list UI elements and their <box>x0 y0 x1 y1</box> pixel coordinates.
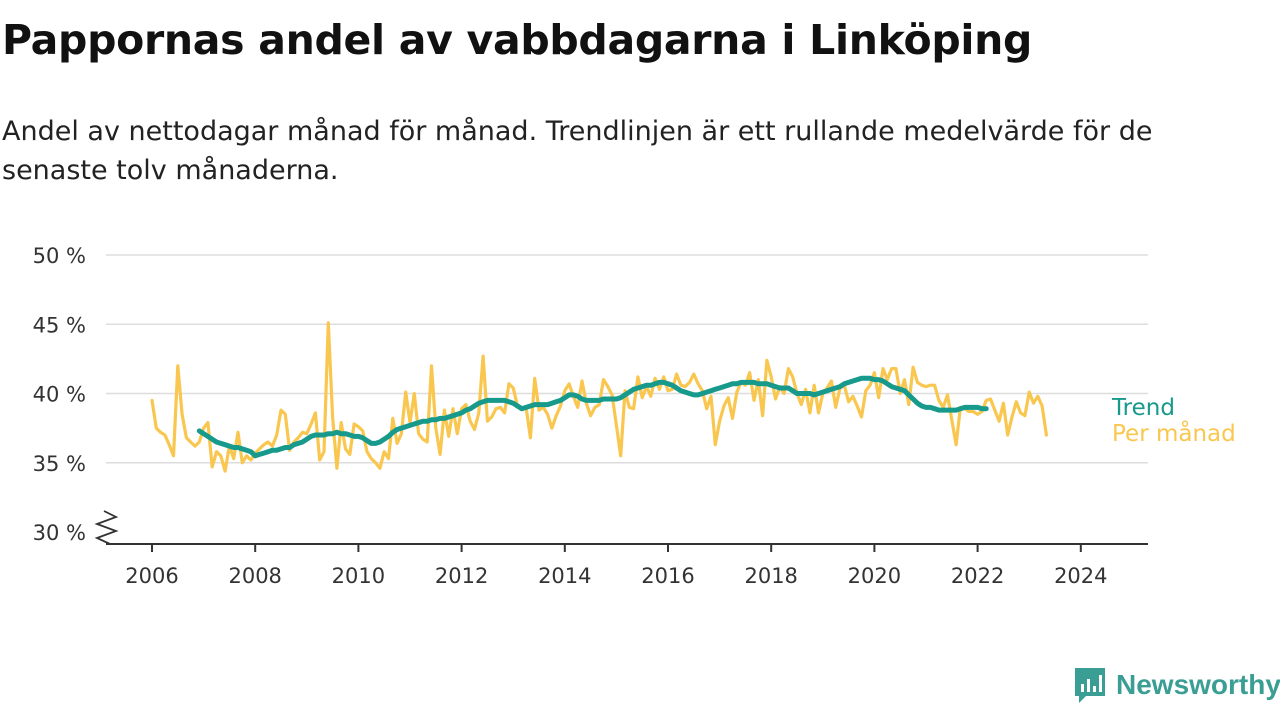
brand-name: Newsworthy <box>1116 669 1280 700</box>
x-tick-label: 2012 <box>435 564 488 588</box>
y-tick-label: 50 % <box>33 244 86 268</box>
y-tick-label: 45 % <box>33 313 86 337</box>
y-tick-label: 40 % <box>33 383 86 407</box>
y-axis-tick-labels: 30 % 35 % 40 % 45 % 50 % <box>33 244 86 545</box>
axis-break-zigzag <box>94 510 119 545</box>
monthly-series-line <box>150 321 1048 473</box>
y-tick-label: 30 % <box>33 521 86 545</box>
x-axis <box>106 543 1148 552</box>
x-tick-label: 2006 <box>125 564 178 588</box>
axis-break-icon <box>94 510 119 545</box>
x-tick-label: 2016 <box>641 564 694 588</box>
series-lines <box>150 321 1048 473</box>
x-axis-tick-labels: 2006 2008 2010 2012 2014 2016 2018 2020 2022 2024 <box>125 564 1107 588</box>
chart-title: Pappornas andel av vabbdagarna i Linköpi… <box>2 16 1033 64</box>
monthly-series-label: Per månad <box>1112 419 1236 447</box>
x-tick-label: 2014 <box>538 564 591 588</box>
y-tick-label: 35 % <box>33 452 86 476</box>
brand: Newsworthy <box>1072 664 1280 706</box>
chart-subtitle: Andel av nettodagar månad för månad. Tre… <box>2 116 1153 186</box>
x-tick-label: 2010 <box>332 564 385 588</box>
x-tick-label: 2020 <box>848 564 901 588</box>
newsworthy-logo-icon <box>1075 668 1105 703</box>
x-tick-label: 2008 <box>228 564 281 588</box>
x-tick-label: 2018 <box>744 564 797 588</box>
trend-series-label: Trend <box>1111 395 1175 421</box>
x-tick-label: 2022 <box>951 564 1004 588</box>
trend-series-line <box>196 375 989 459</box>
grid-lines <box>106 254 1148 464</box>
x-tick-label: 2024 <box>1054 564 1107 588</box>
